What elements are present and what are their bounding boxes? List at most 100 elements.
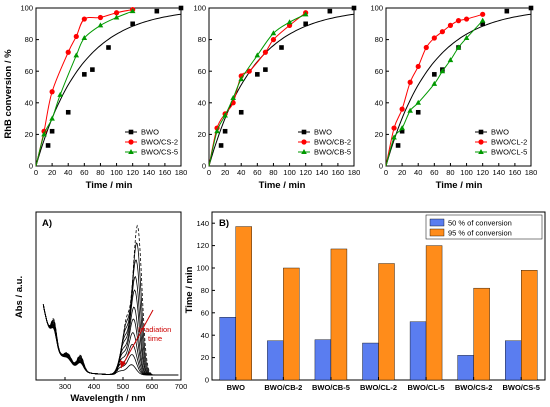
x-tick-label: 0 — [384, 168, 388, 177]
data-point — [113, 10, 120, 16]
data-point — [238, 76, 245, 82]
x-tick-label: 20 — [221, 168, 229, 177]
data-point — [90, 67, 95, 72]
conversion-plot-cb: 0 20 40 60 80 100 120 140 160 180020406080100BWOB… — [193, 4, 360, 177]
y-tick-label: 120 — [196, 241, 209, 250]
x-tick-label: 80 — [446, 168, 454, 177]
y-tick-label: 40 — [375, 98, 383, 107]
x-tick-label: 400 — [88, 382, 101, 391]
data-point — [407, 107, 413, 113]
data-point — [279, 45, 284, 50]
category-label: BWO/CL-2 — [360, 383, 397, 392]
y-tick-label: 20 — [198, 130, 206, 139]
data-point — [270, 30, 277, 36]
series-line-BWO/CB-2 — [208, 12, 306, 167]
data-point — [97, 22, 104, 28]
legend-label: 95 % of conversion — [448, 229, 512, 238]
legend-marker — [301, 129, 307, 135]
spectrum-curve — [42, 259, 179, 376]
x-tick-label: 80 — [96, 168, 104, 177]
data-point — [432, 72, 437, 77]
legend-label: BWO — [314, 128, 332, 137]
x-tick-label: 120 — [126, 168, 139, 177]
data-point — [130, 21, 135, 27]
data-point — [218, 143, 224, 148]
data-point — [455, 44, 462, 50]
data-point — [113, 14, 120, 20]
data-point — [41, 128, 47, 134]
bar-BWO-1 — [235, 226, 252, 381]
y-tick-label: 0 — [202, 162, 206, 171]
x-tick-label: 700 — [175, 382, 188, 391]
spectrum-curve — [42, 304, 179, 376]
data-point — [129, 8, 136, 14]
x-tick-label: 500 — [117, 382, 130, 391]
data-point — [415, 109, 421, 115]
irradiation-label-line2: time — [148, 334, 162, 343]
data-point — [82, 72, 87, 77]
top-xlabel-1: Time / min — [86, 180, 133, 191]
category-label: BWO/CB-5 — [312, 383, 350, 392]
bar-BWO/CB-5-0 — [314, 339, 332, 381]
top-ylabel: RhB conversion / % — [3, 49, 14, 139]
legend-label: BWO — [141, 128, 159, 137]
data-point — [65, 49, 71, 55]
data-point — [97, 14, 104, 21]
data-point — [254, 52, 261, 58]
data-point — [65, 109, 71, 115]
x-tick-label: 100 — [110, 168, 123, 177]
category-label: BWO — [227, 383, 245, 392]
conversion-plot-cs: 0 20 40 60 80 100 120 140 160 180020406080100BWOB… — [20, 4, 187, 177]
data-point — [528, 5, 534, 11]
data-point — [222, 112, 228, 118]
legend-label: BWO — [491, 128, 509, 137]
bar-BWO/CS-5-1 — [521, 270, 538, 381]
data-point — [391, 134, 397, 140]
data-point — [286, 19, 293, 25]
legend-marker — [128, 129, 134, 135]
x-tick-label: 180 — [525, 168, 538, 177]
data-point — [222, 128, 228, 134]
y-tick-label: 40 — [201, 331, 209, 340]
y-tick-label: 60 — [201, 308, 209, 317]
y-tick-label: 20 — [25, 130, 33, 139]
data-point — [230, 95, 236, 101]
data-point — [447, 57, 454, 63]
legend-label: BWO/CB-2 — [314, 138, 351, 147]
series-line-BWO/CB-5 — [208, 13, 306, 167]
y-tick-label: 80 — [25, 35, 33, 44]
y-tick-label: 40 — [198, 98, 206, 107]
absorbance-spectra-plot: 300 400 500 600 700 — [35, 211, 188, 391]
data-point — [455, 18, 462, 24]
top-xlabel-2: Time / min — [259, 180, 306, 191]
data-point — [327, 8, 333, 14]
y-tick-label: 40 — [25, 98, 33, 107]
data-point — [81, 16, 87, 22]
data-point — [49, 89, 55, 95]
data-point — [439, 68, 446, 74]
legend-marker — [478, 139, 484, 145]
data-point — [423, 44, 429, 51]
x-tick-label: 40 — [64, 168, 72, 177]
bar-BWO/CS-2-1 — [473, 287, 490, 381]
x-tick-label: 180 — [348, 168, 361, 177]
x-tick-label: 40 — [237, 168, 245, 177]
conversion-plot-cl: 0 20 40 60 80 100 120 140 160 180020406080100BWOB… — [370, 4, 537, 177]
x-tick-label: 20 — [48, 168, 56, 177]
y-tick-label: 100 — [193, 4, 206, 13]
data-point — [81, 35, 88, 41]
bar-BWO/CB-5-1 — [330, 248, 348, 381]
y-tick-label: 60 — [198, 67, 206, 76]
legend-swatch — [429, 218, 445, 227]
y-tick-label: 60 — [25, 67, 33, 76]
x-tick-label: 20 — [398, 168, 406, 177]
bar-BWO/CS-5-0 — [505, 340, 522, 381]
data-point — [73, 52, 80, 58]
data-point — [106, 45, 111, 50]
x-tick-label: 120 — [299, 168, 312, 177]
data-point — [49, 115, 55, 121]
plot-frame — [35, 211, 182, 381]
irradiation-arrow-head — [120, 360, 126, 368]
y-tick-label: 80 — [201, 286, 209, 295]
y-tick-label: 0 — [205, 376, 209, 385]
